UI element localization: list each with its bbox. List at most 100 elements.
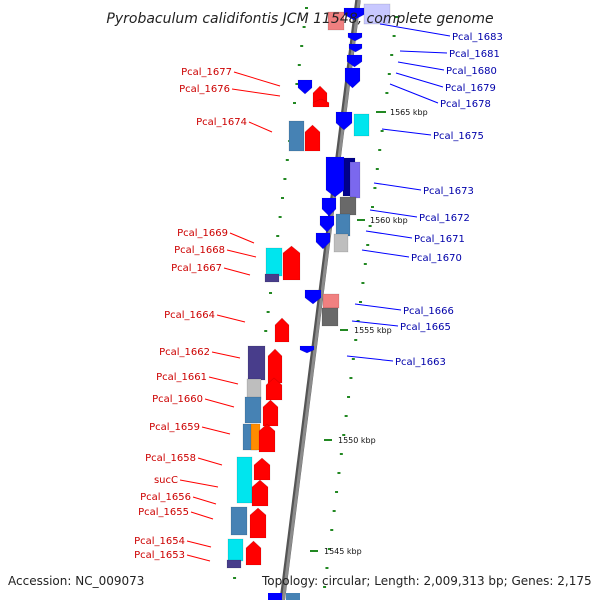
gene-reverse-7 [325,156,345,198]
gene-label-right: Pcal_1672 [419,213,470,224]
gene-label-left: Pcal_1664 [164,310,215,321]
leader-line-left [226,249,257,258]
gene-label-left: Pcal_1654 [134,536,185,547]
leader-line-right [389,83,439,104]
cog-block-1 [247,345,266,381]
leader-line-left [186,554,211,562]
scale-tick-label: 1550 kbp [338,436,376,445]
gene-partial-bottom [268,593,282,600]
gene-label-left: Pcal_1659 [149,422,200,433]
leader-line-right [351,320,399,327]
gene-forward-6 [267,348,283,384]
leader-line-right [361,249,410,258]
leader-line-left [248,121,273,133]
leader-line-left [204,398,235,408]
leader-line-left [211,351,241,359]
leader-line-right [399,50,448,54]
gene-reverse-1 [343,7,365,21]
leader-line-left [229,232,255,244]
cog-block-19 [322,293,340,309]
leader-line-left [190,511,214,520]
gene-forward-9 [258,423,276,453]
cog-block-11 [264,273,280,283]
gene-reverse-12 [299,345,315,354]
leader-line-right [354,303,402,311]
cog-block-9 [226,559,242,569]
gene-forward-5 [274,317,290,343]
gene-label-right: Pcal_1681 [449,49,500,60]
gene-label-left: Pcal_1677 [181,67,232,78]
gene-label-left: Pcal_1661 [156,372,207,383]
gene-label-left: Pcal_1660 [152,394,203,405]
gene-label-left: Pcal_1669 [177,228,228,239]
gene-forward-8 [262,399,279,427]
leader-line-right [346,355,394,362]
gene-label-right: Pcal_1683 [452,32,503,43]
backbone-line [281,0,361,600]
cog-block-18 [333,233,349,253]
leader-line-right [395,72,444,88]
gene-label-left: sucC [154,475,178,486]
gene-reverse-8 [321,197,337,217]
gene-reverse-11 [304,289,322,305]
gene-label-right: Pcal_1671 [414,234,465,245]
gene-reverse-6 [335,111,353,131]
leader-line-left [216,314,246,323]
gene-label-right: Pcal_1670 [411,253,462,264]
gene-label-right: Pcal_1666 [403,306,454,317]
cog-block-2 [246,378,262,400]
cog-block-13 [353,113,370,137]
cog-block-15 [349,161,361,199]
leader-line-right [365,230,413,239]
gene-label-left: Pcal_1676 [179,84,230,95]
leader-line-left [197,457,223,466]
scale-tick-label: 1555 kbp [354,326,392,335]
gene-label-left: Pcal_1662 [159,347,210,358]
leader-line-right [397,61,445,71]
gene-forward-2 [312,98,330,108]
leader-line-left [179,479,219,488]
gene-reverse-10 [315,232,331,250]
gene-reverse-4 [346,54,363,68]
gene-reverse-9 [319,215,335,233]
leader-line-left [186,540,212,548]
gene-forward-3 [304,124,321,152]
gene-forward-12 [249,507,267,539]
gene-reverse-2 [347,32,363,42]
scale-tick-label: 1545 kbp [324,547,362,556]
genome-summary-text: Topology: circular; Length: 2,009,313 bp… [262,574,592,588]
cog-block-21 [327,11,345,31]
cog-block-16 [339,196,357,216]
gene-reverse-13 [297,79,313,95]
leader-line-left [208,376,239,385]
gene-label-right: Pcal_1665 [400,322,451,333]
cog-block-8 [227,538,244,562]
cog-block-3 [244,396,262,424]
gene-forward-4 [282,245,301,281]
gene-forward-7 [265,377,283,401]
leader-line-left [233,71,281,87]
gene-forward-13 [245,540,262,566]
gene-label-right: Pcal_1663 [395,357,446,368]
accession-text: Accession: NC_009073 [8,574,145,588]
leader-line-right [369,209,418,218]
gene-label-left: Pcal_1667 [171,263,222,274]
gene-label-left: Pcal_1658 [145,453,196,464]
cog-block-12 [288,120,305,152]
cog-block-17 [335,213,351,237]
gene-reverse-3 [348,43,363,53]
gene-label-left: Pcal_1674 [196,117,247,128]
scale-tick-label: 1565 kbp [390,108,428,117]
cog-block-6 [236,456,253,504]
gene-reverse-5 [344,67,361,89]
leader-line-right [373,182,422,191]
scale-tick-label: 1560 kbp [370,216,408,225]
gene-label-left: Pcal_1655 [138,507,189,518]
cog-block-7 [230,506,248,536]
gene-label-right: Pcal_1673 [423,186,474,197]
gene-label-right: Pcal_1680 [446,66,497,77]
gene-label-right: Pcal_1678 [440,99,491,110]
gene-label-left: Pcal_1656 [140,492,191,503]
